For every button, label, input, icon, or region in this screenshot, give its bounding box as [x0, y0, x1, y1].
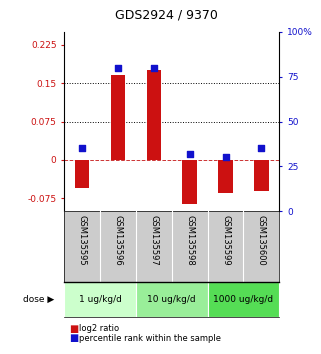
Bar — [75, 160, 89, 188]
Bar — [208, 282, 279, 318]
Bar — [111, 75, 125, 160]
Point — [223, 155, 228, 160]
Text: ■: ■ — [69, 333, 78, 343]
Text: dose ▶: dose ▶ — [23, 295, 55, 304]
Point — [116, 65, 121, 70]
Text: GSM135600: GSM135600 — [257, 215, 266, 266]
Point — [80, 145, 85, 151]
Text: percentile rank within the sample: percentile rank within the sample — [79, 333, 221, 343]
Bar — [136, 282, 208, 318]
Bar — [254, 160, 268, 191]
Bar — [182, 160, 197, 204]
Point — [187, 151, 192, 157]
Text: ■: ■ — [69, 324, 78, 333]
Text: GSM135598: GSM135598 — [185, 215, 194, 266]
Bar — [64, 282, 136, 318]
Text: 10 ug/kg/d: 10 ug/kg/d — [147, 295, 196, 304]
Text: 1 ug/kg/d: 1 ug/kg/d — [79, 295, 121, 304]
Text: log2 ratio: log2 ratio — [79, 324, 119, 333]
Text: GSM135596: GSM135596 — [113, 215, 123, 266]
Point — [151, 65, 156, 70]
Bar — [218, 160, 233, 193]
Text: GSM135599: GSM135599 — [221, 215, 230, 266]
Text: GSM135597: GSM135597 — [149, 215, 158, 266]
Text: GDS2924 / 9370: GDS2924 / 9370 — [116, 9, 218, 22]
Text: GSM135595: GSM135595 — [78, 215, 87, 266]
Text: 1000 ug/kg/d: 1000 ug/kg/d — [213, 295, 273, 304]
Point — [259, 145, 264, 151]
Bar — [147, 70, 161, 160]
